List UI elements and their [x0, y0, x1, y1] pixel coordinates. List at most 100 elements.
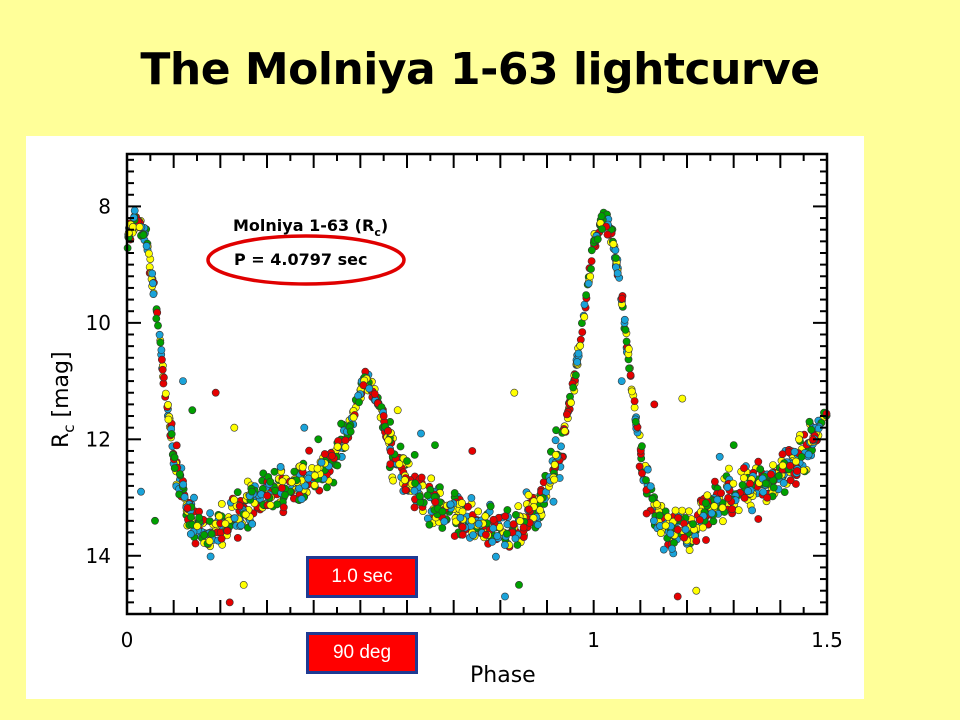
data-point — [580, 300, 589, 309]
data-point — [297, 495, 306, 503]
data-point — [145, 249, 153, 258]
data-point — [186, 530, 195, 538]
data-point — [703, 491, 712, 500]
data-point — [384, 436, 393, 445]
y-axis-label-sub: c — [60, 424, 78, 432]
data-point — [715, 452, 724, 461]
data-point — [668, 544, 676, 553]
data-point — [573, 358, 582, 366]
data-point — [597, 212, 606, 221]
data-point — [396, 442, 405, 451]
y-tick-label: 14 — [86, 544, 111, 568]
data-point — [172, 441, 181, 450]
data-point — [710, 502, 719, 511]
data-point — [333, 442, 342, 451]
data-point — [491, 552, 500, 561]
y-axis-label-main: R — [49, 433, 74, 448]
data-point — [718, 503, 727, 512]
data-point — [486, 502, 495, 511]
data-point — [780, 488, 789, 496]
data-point — [724, 493, 733, 502]
data-point — [187, 513, 195, 521]
data-point — [552, 426, 560, 435]
data-point — [346, 427, 355, 436]
data-point — [659, 545, 668, 554]
data-point — [393, 406, 402, 415]
data-point — [797, 452, 806, 461]
data-point — [622, 337, 631, 346]
data-point — [417, 473, 426, 482]
data-point — [170, 453, 179, 462]
data-point — [481, 530, 490, 539]
data-point — [384, 427, 392, 435]
data-point — [661, 521, 670, 530]
data-point — [211, 388, 220, 397]
data-point — [354, 391, 363, 400]
data-point — [155, 330, 164, 339]
data-point — [489, 524, 498, 533]
data-point — [748, 506, 756, 515]
data-point — [549, 497, 558, 506]
data-point — [516, 517, 524, 525]
data-point — [241, 510, 250, 519]
data-point — [767, 470, 775, 479]
data-point — [379, 412, 388, 420]
data-point — [550, 475, 559, 484]
data-point — [578, 328, 587, 336]
data-point — [183, 504, 192, 512]
data-point — [572, 371, 580, 380]
data-point — [200, 530, 209, 539]
data-point — [266, 477, 275, 486]
data-point — [431, 498, 440, 506]
data-point — [569, 383, 578, 392]
data-point — [587, 246, 596, 255]
data-point — [638, 469, 646, 478]
data-point — [225, 598, 234, 607]
data-point — [223, 526, 232, 535]
data-point — [792, 480, 800, 488]
data-point — [135, 223, 144, 231]
data-point — [263, 491, 272, 500]
data-point — [652, 500, 661, 509]
data-point — [230, 514, 239, 523]
data-point — [341, 443, 350, 452]
data-point — [215, 512, 224, 521]
data-point — [719, 517, 727, 526]
data-point — [395, 460, 404, 468]
data-point — [355, 398, 363, 407]
data-point — [648, 494, 657, 503]
data-point — [298, 463, 307, 472]
data-point — [493, 532, 502, 540]
data-point — [304, 474, 313, 483]
data-point — [692, 586, 701, 595]
legend-period: P = 4.0797 sec — [234, 250, 367, 269]
data-point — [674, 513, 683, 522]
data-point — [157, 346, 166, 354]
data-point — [510, 388, 519, 397]
slide-title: The Molniya 1-63 lightcurve — [140, 44, 820, 95]
data-point — [190, 493, 198, 502]
data-point — [277, 484, 286, 492]
data-point — [709, 517, 718, 526]
data-point — [642, 476, 650, 484]
data-point — [154, 321, 162, 330]
data-point — [761, 479, 770, 488]
data-point — [180, 493, 189, 501]
data-point — [456, 513, 465, 522]
data-point — [563, 410, 571, 419]
data-point — [410, 486, 419, 495]
data-point — [287, 478, 296, 487]
x-tick-label: 1 — [587, 628, 600, 652]
data-point — [557, 442, 565, 451]
data-point — [792, 457, 800, 466]
data-point — [314, 435, 323, 444]
data-point — [769, 483, 778, 492]
data-point — [417, 429, 425, 438]
data-point — [270, 467, 279, 476]
data-point — [464, 502, 472, 511]
data-point — [598, 225, 606, 233]
data-point — [582, 291, 590, 299]
data-point — [685, 507, 693, 516]
data-point — [657, 529, 665, 537]
data-point — [188, 406, 197, 415]
